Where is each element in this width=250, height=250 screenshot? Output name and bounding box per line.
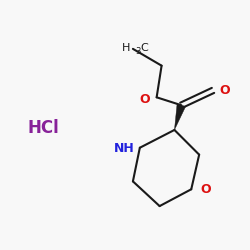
Text: NH: NH bbox=[114, 142, 134, 155]
Text: O: O bbox=[140, 93, 150, 106]
Text: 3: 3 bbox=[135, 47, 140, 56]
Text: H: H bbox=[122, 43, 130, 53]
Polygon shape bbox=[174, 104, 186, 130]
Text: O: O bbox=[220, 84, 230, 97]
Text: O: O bbox=[201, 183, 211, 196]
Text: C: C bbox=[141, 43, 148, 53]
Text: HCl: HCl bbox=[27, 119, 59, 137]
